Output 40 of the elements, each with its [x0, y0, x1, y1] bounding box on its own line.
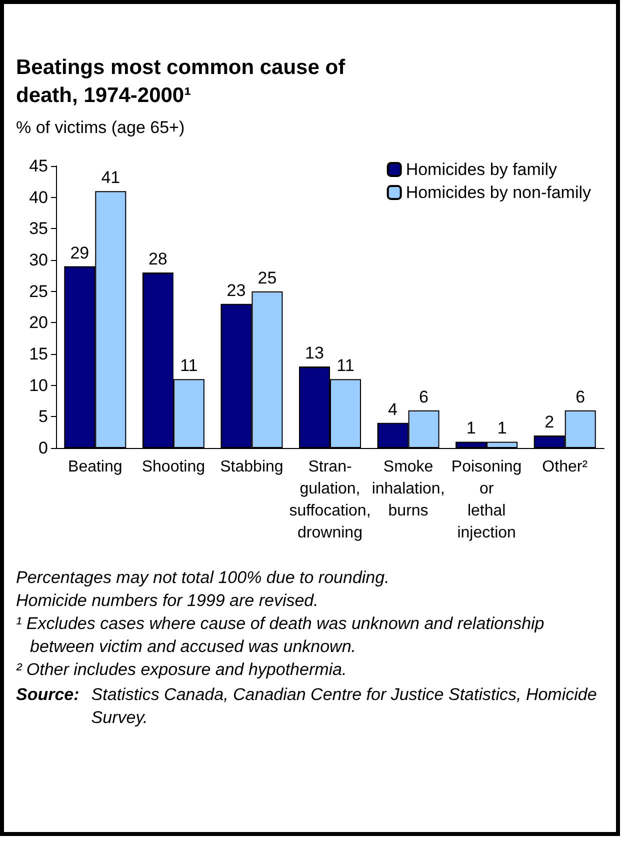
- data-label: 41: [101, 168, 120, 188]
- x-tick-label: Stran- gulation, suffocation, drowning: [289, 458, 371, 542]
- text: Homicide numbers for 1999 are revised.: [16, 590, 320, 612]
- x-tick-label: Shooting: [142, 458, 206, 476]
- y-tick-label: 10: [29, 376, 48, 395]
- y-tick-label: 15: [29, 344, 48, 364]
- y-tick-label: 45: [29, 156, 48, 176]
- data-label: 25: [258, 268, 277, 288]
- data-label: 4: [388, 400, 398, 419]
- chart-title: Beatings most common cause of death, 1974-2000¹: [16, 55, 346, 109]
- data-label: 13: [305, 344, 324, 363]
- text: Percentages may not total 100% due to rounding.: [16, 567, 390, 589]
- text: ¹ Excludes cases where cause of death was unknown and relationship between victim and accused was unknown.: [16, 613, 546, 658]
- x-tick-label: Smoke inhalation, burns: [372, 458, 445, 520]
- data-label: 6: [576, 387, 586, 406]
- data-label: 11: [180, 356, 198, 376]
- y-tick-label: 5: [38, 407, 48, 426]
- y-tick-label: 20: [29, 313, 48, 332]
- legend-label: Homicides by family: [406, 160, 558, 179]
- y-tick-label: 35: [29, 219, 48, 238]
- data-label: 1: [466, 418, 476, 438]
- x-tick-label: Beating: [68, 458, 122, 476]
- data-label: 29: [70, 243, 90, 262]
- data-label: 2: [544, 412, 554, 432]
- data-label: 28: [148, 250, 168, 269]
- chart-subtitle: % of victims (age 65+): [16, 118, 186, 138]
- y-tick-label: 40: [29, 188, 48, 207]
- legend-label: Homicides by non-family: [406, 183, 592, 202]
- y-tick-label: 0: [38, 438, 48, 458]
- data-label: 6: [419, 387, 429, 406]
- source-note: Source: Statistics Canada, Canadian Centre for Justice Statistics, Homicide Survey.: [16, 684, 598, 729]
- y-tick-label: 30: [29, 250, 48, 270]
- data-label: 1: [497, 418, 507, 438]
- data-label: 11: [336, 356, 354, 376]
- x-tick-label: Stabbing: [220, 458, 284, 476]
- text: ² Other includes exposure and hypothermia.: [16, 659, 348, 681]
- x-tick-label: Other²: [542, 458, 588, 476]
- x-tick-label: Poisoning or lethal injection: [451, 458, 522, 542]
- y-tick-label: 25: [29, 282, 48, 301]
- data-label: 23: [226, 280, 246, 300]
